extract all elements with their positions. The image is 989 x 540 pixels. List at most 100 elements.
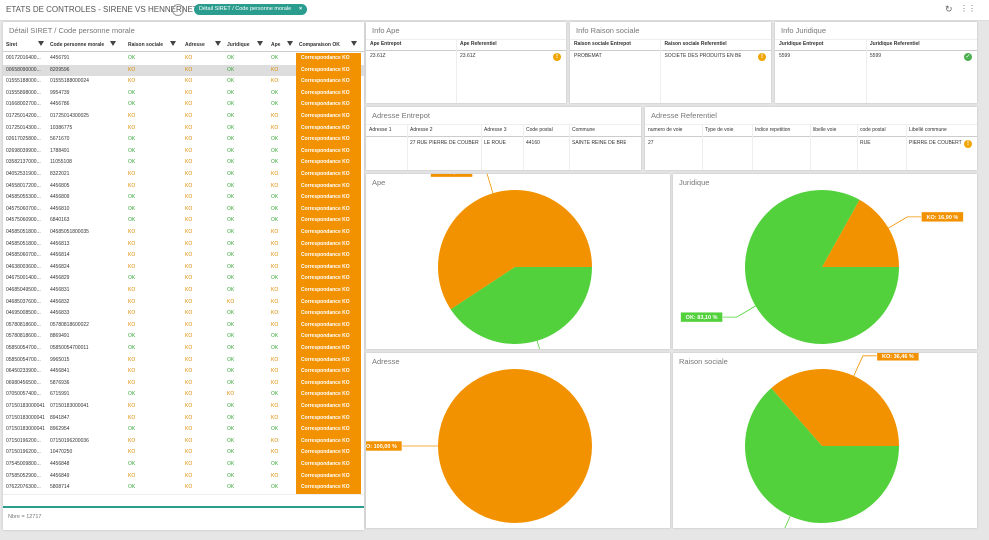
column-header: Raison sociale (128, 42, 164, 48)
cell-text: OK (227, 113, 235, 119)
column-header: Code personne morale (50, 42, 105, 48)
cell-text: OK (227, 147, 235, 154)
cell-text: OK (128, 147, 136, 154)
cell-text: Correspondance KO (301, 136, 350, 143)
table-header (775, 39, 977, 51)
cell-text: 04575060700... (6, 205, 41, 212)
cell-text: Correspondance KO (301, 182, 350, 189)
cell-text: OK (227, 101, 235, 108)
cell-text: 5599 (779, 53, 791, 59)
comparison-cell: Correspondance KO (296, 285, 361, 297)
cell-text: KO (271, 449, 279, 456)
cell-text: KO (271, 321, 279, 328)
cell-text: OK (227, 321, 235, 328)
table-row[interactable]: 01555898000... 9954739 OK KO OK OK Corresponda… (3, 87, 364, 101)
table-row[interactable]: 04685037600... 4456832 KO KO KO KO Corresponda… (3, 296, 364, 310)
cell-text: 01725014200... (6, 113, 41, 119)
comparison-cell: Correspondance KO (296, 389, 361, 401)
filter-icon[interactable] (287, 41, 293, 46)
chart-panel: Ape KO: 59,26 %OK: 40,74 % (366, 174, 670, 349)
chart-title: Ape (372, 178, 386, 187)
pie-slice (745, 190, 899, 344)
column-header: Raison sociale Referentiel (664, 41, 727, 47)
table-row[interactable]: 01725014300... 10386775 KO KO OK KO Correspond… (3, 122, 364, 136)
chart-title: Adresse (372, 357, 400, 366)
cell-text: OK (227, 333, 235, 340)
filter-chip[interactable]: Détail SIRET / Code personne morale × (194, 4, 308, 15)
scroll-bar[interactable] (3, 506, 364, 508)
cell-text: KO (185, 426, 193, 433)
cell-text: OK (271, 55, 279, 61)
cell-text: 4456786 (50, 101, 70, 108)
cell-text: KO (185, 298, 193, 305)
chip-label: Détail SIRET / Code personne morale (199, 6, 292, 12)
data-label: KO: 36,46 % (882, 354, 914, 360)
cell-text: 05850054700... (6, 356, 41, 363)
table-row[interactable]: 04052531900... 8322021 KO KO OK KO Corresponda… (3, 169, 364, 182)
col-divider (523, 124, 524, 170)
chip-close[interactable]: × (299, 6, 303, 12)
cell-text: OK (271, 101, 279, 108)
table-header (645, 124, 977, 137)
cell-text: OK (128, 101, 136, 108)
cell-text: PROBEMAT (574, 53, 602, 59)
cell-text: KO (271, 66, 279, 73)
cell-text: KO (185, 217, 193, 224)
cell-text: KO (271, 414, 279, 421)
comparison-cell: Correspondance KO (296, 435, 361, 448)
filter-icon[interactable] (110, 41, 116, 46)
cell-text: 04675001400... (6, 275, 41, 282)
filter-icon[interactable] (215, 41, 221, 46)
filter-icon[interactable] (170, 41, 176, 46)
cell-text: 4456831 (50, 287, 70, 293)
cell-text: KO (128, 78, 136, 85)
cell-text: 4456832 (50, 298, 70, 305)
cell-text: LE ROUE (484, 140, 506, 146)
refresh-icon[interactable]: ↻ (945, 4, 953, 14)
cell-text: 9965015 (50, 356, 70, 363)
cell-text: 07150183000041 (6, 426, 45, 433)
cell-text: SOCIETE DES PRODUITS EN BETON ET MA... (664, 53, 741, 59)
table-row[interactable]: 07622076300... 5808714 OK KO OK OK Corresponda… (3, 482, 364, 495)
cell-text: KO (185, 437, 193, 444)
cell-text: OK (128, 484, 136, 491)
cell-text: 4456829 (50, 275, 70, 282)
cell-text: KO (185, 229, 193, 235)
menu-icon[interactable]: ⋮⋮ (960, 4, 976, 13)
cell-text: 01555188000... (6, 78, 41, 85)
cell-text: Correspondance KO (301, 345, 350, 351)
cell-text: KO (185, 113, 193, 119)
filter-icon[interactable] (351, 41, 357, 46)
table-row[interactable]: 04575060700... 4456810 OK KO OK OK Corresponda… (3, 203, 364, 217)
data-label: KO: 16,90 % (927, 215, 959, 221)
cell-text: OK (271, 89, 279, 96)
cell-text: Correspondance KO (301, 240, 350, 247)
table-row[interactable]: 07150183000041 8941847 KO KO OK KO Corresponda… (3, 412, 364, 426)
filter-icon[interactable] (38, 41, 44, 46)
cell-text: 04585051800... (6, 229, 41, 235)
cell-text: Correspondance KO (301, 113, 350, 119)
cell-text: KO (271, 310, 279, 317)
toggle[interactable] (172, 4, 184, 16)
filter-icon[interactable] (257, 41, 263, 46)
cell-text: KO (271, 472, 279, 479)
cell-text: Correspondance KO (301, 275, 350, 282)
table-row[interactable]: 07150196200... 10470250 KO KO OK KO Correspond… (3, 447, 364, 460)
cell-text: 04695008500... (6, 310, 41, 317)
cell-text: 27 RUE PIERRE DE COUBERT... (410, 140, 479, 146)
pie-slice (822, 199, 899, 267)
cell-text: Correspondance KO (301, 252, 350, 259)
panel-title: Détail SIRET / Code personne morale (9, 26, 135, 35)
table-row[interactable]: 04585051800... 4456813 KO KO OK KO Corresponda… (3, 238, 364, 252)
cell-text: 01725014300... (6, 124, 41, 131)
cell-text: RUE (860, 140, 871, 146)
pie-slice (745, 388, 899, 523)
cell-text: 1788491 (50, 147, 70, 154)
column-header: Juridique Entrepot (779, 41, 824, 47)
comparison-cell: Correspondance KO (296, 99, 361, 111)
row-count: Nbre = 12717 (8, 514, 42, 520)
cell-text: KO (185, 252, 193, 259)
address-panel: Adresse Entrepot Adresse 1 Adresse 2 Adress… (366, 107, 641, 170)
cell-text: KO (128, 414, 136, 421)
col-divider (407, 124, 408, 170)
